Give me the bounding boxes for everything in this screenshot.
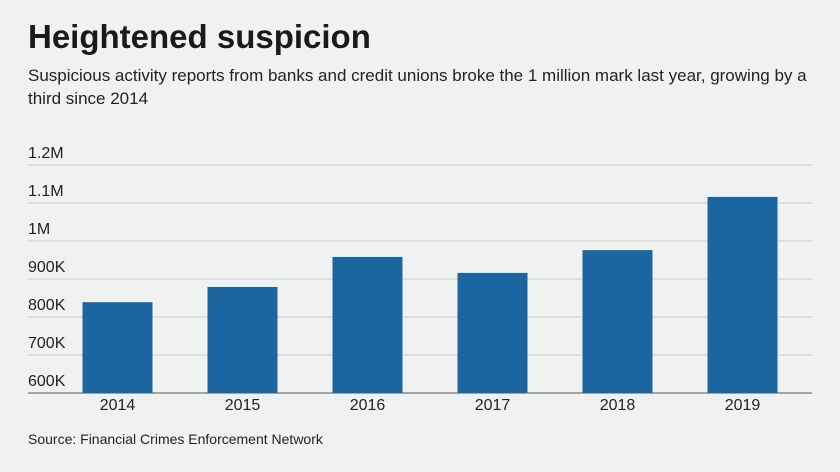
y-tick-label: 800K <box>28 297 66 314</box>
chart-subtitle: Suspicious activity reports from banks a… <box>28 66 807 108</box>
x-tick-label: 2015 <box>225 397 261 414</box>
chart-title: Heightened suspicion <box>28 18 371 55</box>
y-tick-label: 600K <box>28 373 66 390</box>
bar <box>457 272 528 393</box>
x-tick-label: 2019 <box>725 397 761 414</box>
y-tick-label: 1.1M <box>28 183 64 200</box>
x-tick-label: 2014 <box>100 397 136 414</box>
y-tick-label: 700K <box>28 335 66 352</box>
x-tick-label: 2017 <box>475 397 511 414</box>
x-tick-label: 2016 <box>350 397 386 414</box>
bar <box>707 196 778 393</box>
y-tick-label: 1.2M <box>28 145 64 162</box>
bar <box>82 302 153 393</box>
bar <box>207 286 278 393</box>
source-note: Source: Financial Crimes Enforcement Net… <box>28 431 323 447</box>
y-tick-label: 900K <box>28 259 66 276</box>
y-tick-label: 1M <box>28 221 50 238</box>
bar <box>582 250 653 393</box>
x-tick-label: 2018 <box>600 397 636 414</box>
bar <box>332 256 403 393</box>
